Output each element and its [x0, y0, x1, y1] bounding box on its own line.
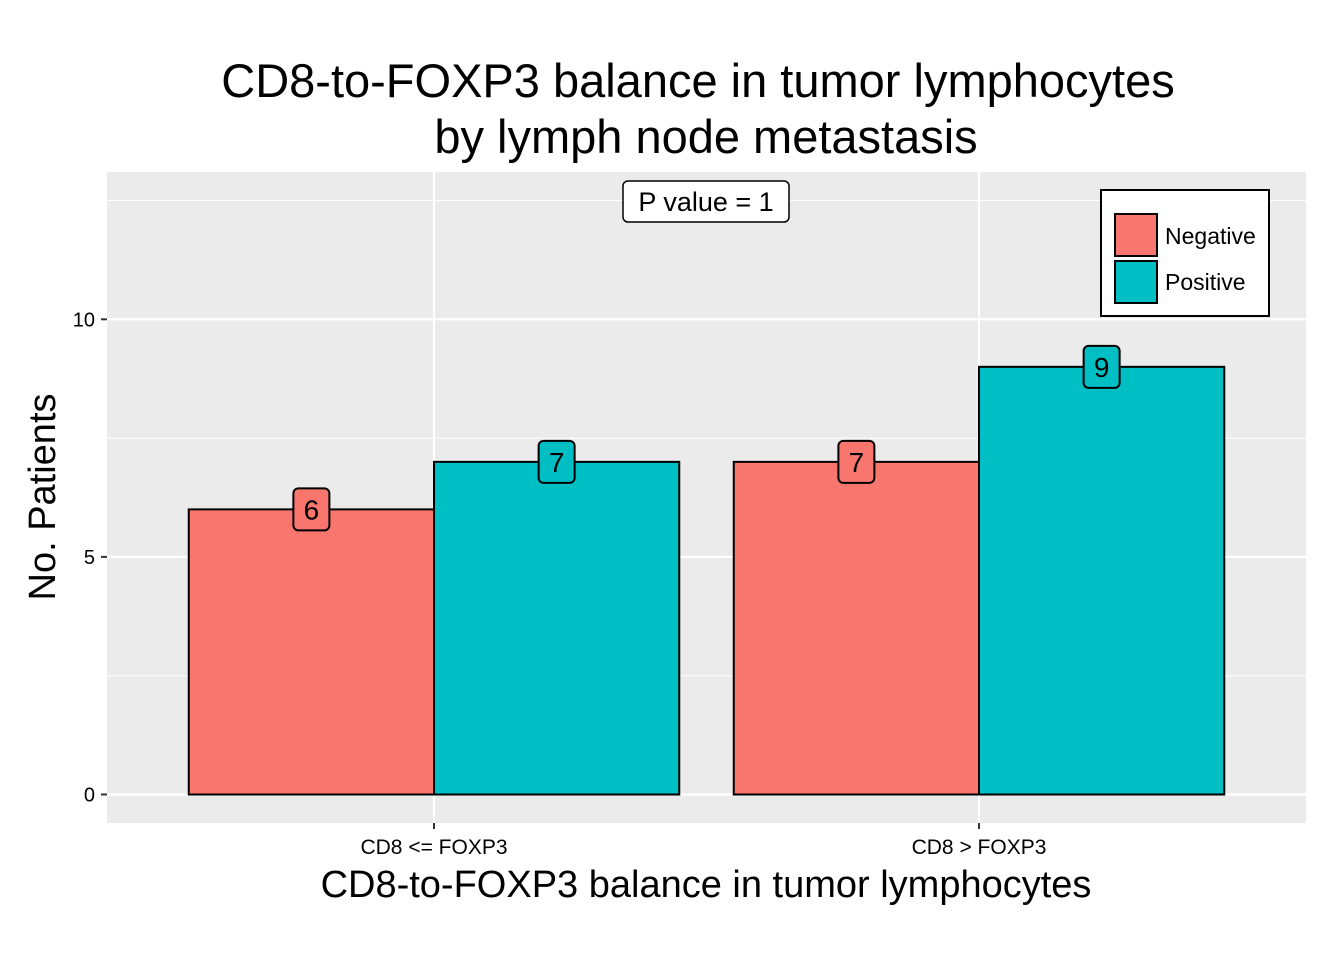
y-axis-title: No. Patients	[22, 394, 64, 601]
bar-labels-group: 6 7 7 9	[292, 344, 1121, 532]
bar-value-label-box	[837, 439, 876, 484]
x-tick-label: CD8 > FOXP3	[912, 836, 1047, 859]
bar-positive-2	[978, 365, 1226, 796]
bar-negative-2	[732, 460, 980, 796]
bar-negative-1	[187, 508, 435, 796]
bar-value-label-text: 6	[304, 494, 320, 525]
bars-group	[187, 365, 1226, 796]
legend-label-negative: Negative	[1165, 223, 1256, 249]
p-value-text: P value = 1	[638, 187, 773, 217]
p-value-box	[622, 180, 790, 223]
chart-title-line-1: CD8-to-FOXP3 balance in tumor lymphocyte…	[221, 54, 1174, 107]
y-tick-label: 10	[73, 309, 95, 331]
y-tick-label: 0	[84, 784, 95, 806]
x-axis: CD8 <= FOXP3 CD8 > FOXP3	[360, 823, 1046, 859]
y-tick-label: 5	[84, 547, 95, 569]
bar-value-label: 9	[1082, 344, 1121, 389]
bar-value-label-box	[292, 487, 331, 532]
bar-value-label: 7	[537, 439, 576, 484]
p-value-annotation: P value = 1	[622, 180, 790, 223]
bar-value-label-text: 7	[849, 447, 865, 478]
bar-value-label-box	[1082, 344, 1121, 389]
x-axis-title: CD8-to-FOXP3 balance in tumor lymphocyte…	[321, 864, 1092, 906]
bar-value-label-box	[537, 439, 576, 484]
bar-value-label: 7	[837, 439, 876, 484]
legend-key-negative	[1114, 213, 1158, 257]
bar-value-label-text: 7	[549, 447, 565, 478]
bar-value-label-text: 9	[1094, 352, 1110, 383]
chart-title-line-2: by lymph node metastasis	[434, 110, 977, 163]
y-axis: 0 5 10	[73, 309, 107, 806]
legend: Negative Positive	[1100, 189, 1270, 317]
legend-label-positive: Positive	[1165, 269, 1246, 295]
legend-key-positive	[1114, 260, 1158, 304]
bar-value-label: 6	[292, 487, 331, 532]
bar-positive-1	[433, 460, 681, 796]
x-tick-label: CD8 <= FOXP3	[360, 836, 507, 859]
